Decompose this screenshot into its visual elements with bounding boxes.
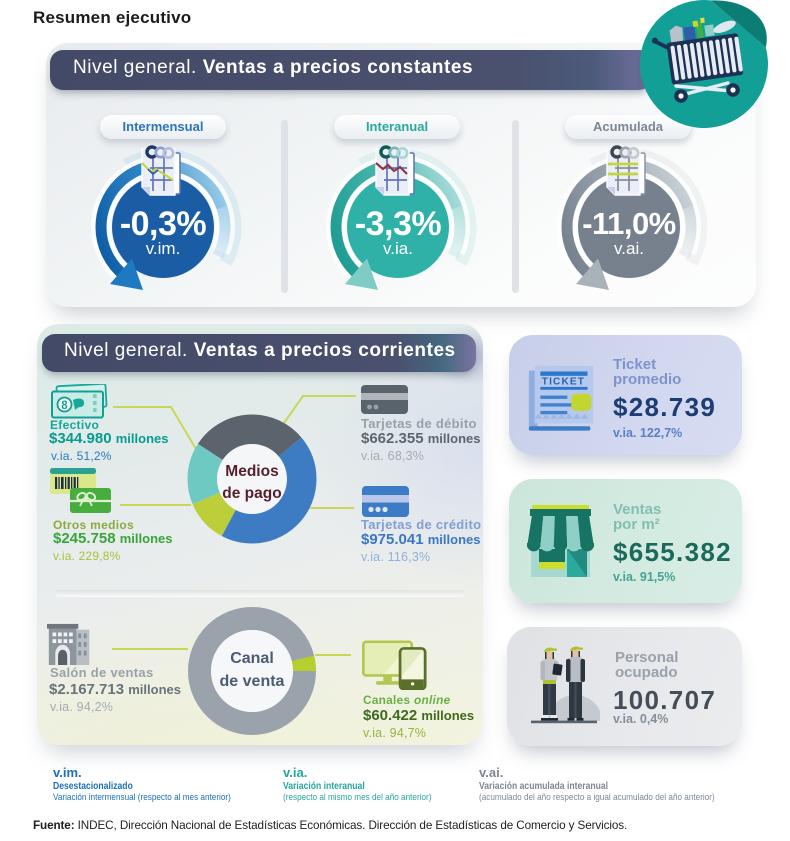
svg-text:8: 8 xyxy=(61,400,68,412)
svg-text:TICKET: TICKET xyxy=(542,376,585,387)
